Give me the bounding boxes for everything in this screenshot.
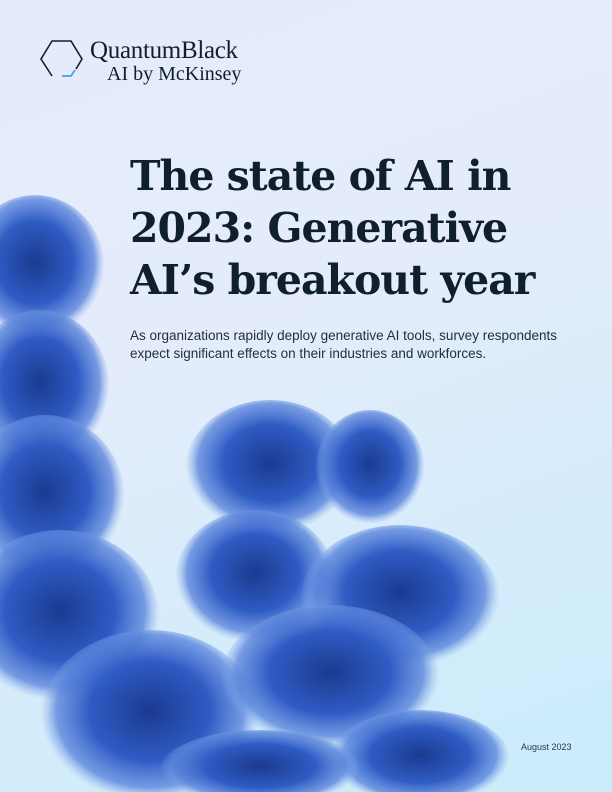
publication-date: August 2023 xyxy=(521,742,572,752)
subtitle: As organizations rapidly deploy generati… xyxy=(130,328,557,361)
logo-line1: QuantumBlack xyxy=(90,37,238,64)
page-title: The state of AI in 2023: Generative AI’s… xyxy=(130,152,535,304)
quantumblack-logo: QuantumBlack AI by McKinsey xyxy=(38,38,241,84)
hexagon-logo-icon xyxy=(40,40,83,77)
logo-line2: AI by McKinsey xyxy=(107,63,242,85)
